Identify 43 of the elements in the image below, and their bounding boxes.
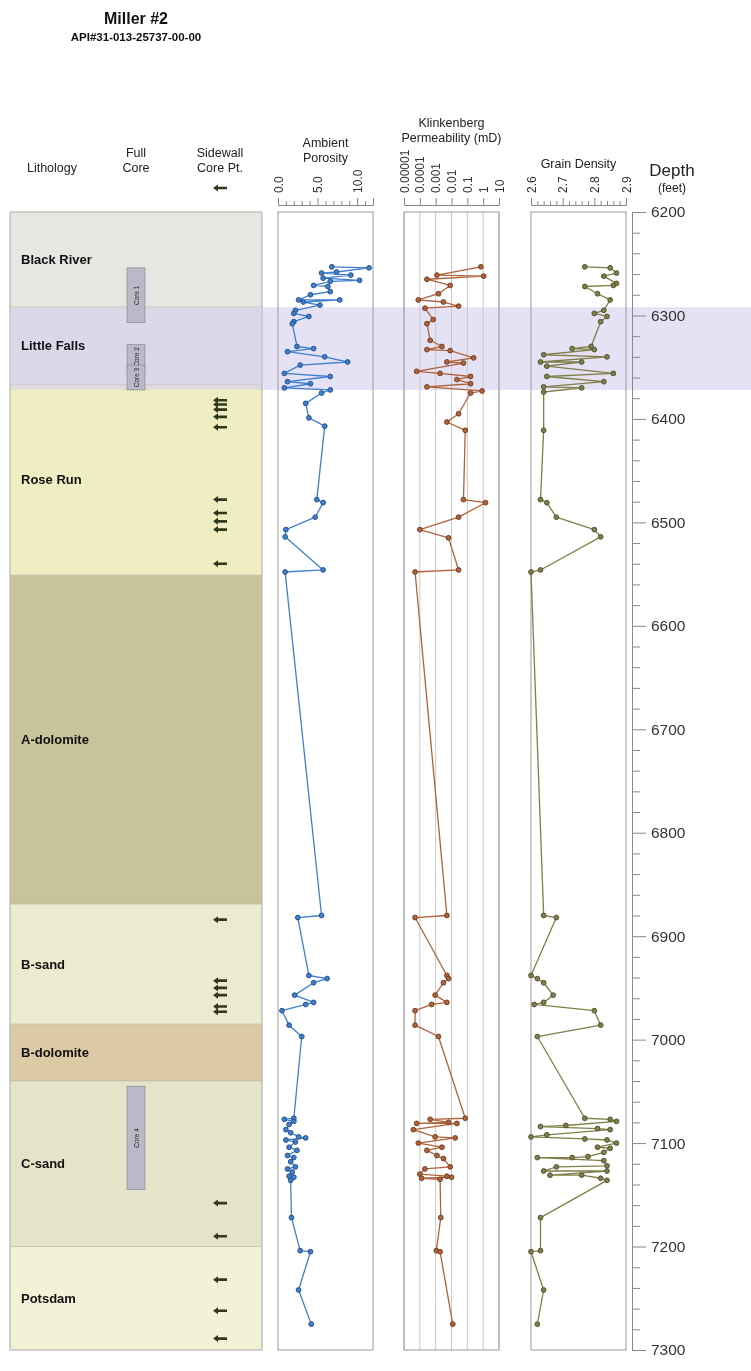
x-axis-title: Klinkenberg Permeability (mD): [401, 115, 502, 145]
y-tick-label: 7100: [651, 1134, 686, 1152]
band-label: B-dolomite: [21, 1045, 89, 1061]
y-tick-label: 6800: [651, 824, 686, 842]
y-tick-label: 6900: [651, 927, 686, 945]
x-tick-label: 2.7: [556, 175, 571, 193]
x-tick-label: 2.9: [619, 175, 634, 193]
band-label: Rose Run: [21, 472, 82, 488]
chart-subtitle: API#31-013-25737-00-00: [70, 31, 202, 43]
x-tick-label: 0.001: [429, 162, 444, 193]
band-label: A-dolomite: [21, 732, 89, 748]
y-tick-label: 6400: [651, 410, 686, 428]
y-axis-title: Depth (feet): [649, 161, 695, 195]
y-tick-label: 6300: [651, 306, 686, 324]
x-axis-title: Grain Density: [540, 157, 618, 172]
x-tick-label: Sidewall Core Pt.: [196, 146, 244, 175]
y-tick-label: 6600: [651, 617, 686, 635]
x-tick-label: 2.6: [524, 175, 539, 193]
band-label: Black River: [21, 252, 92, 268]
x-tick-label: Lithology: [26, 161, 78, 175]
band-label: Little Falls: [21, 338, 86, 354]
y-tick-label: 7200: [651, 1238, 686, 1256]
x-tick-label: 0.0001: [413, 155, 428, 193]
y-tick-label: 6500: [651, 513, 686, 531]
chart-title: Miller #2: [103, 10, 169, 27]
x-tick-label: Full Core: [122, 146, 150, 175]
x-tick-label: 1: [476, 186, 491, 193]
band-label: Potsdam: [21, 1290, 76, 1306]
y-tick-label: 6700: [651, 720, 686, 738]
y-tick-label: 7300: [651, 1341, 686, 1359]
x-tick-label: 0.00001: [397, 149, 412, 193]
x-axis-title: Ambient Porosity: [302, 135, 349, 165]
y-tick-label: 6200: [651, 203, 686, 221]
x-tick-label: 2.8: [587, 175, 602, 193]
x-tick-label: 0.0: [271, 175, 286, 193]
y-tick-label: 7000: [651, 1031, 686, 1049]
band-label: B-sand: [21, 956, 66, 972]
x-tick-label: 10.0: [350, 169, 365, 193]
x-tick-label: 0.01: [445, 169, 459, 193]
x-tick-label: 5.0: [311, 175, 326, 193]
x-tick-label: 10: [492, 179, 507, 193]
band-label: C-sand: [21, 1156, 66, 1172]
x-tick-label: 0.1: [460, 175, 475, 193]
